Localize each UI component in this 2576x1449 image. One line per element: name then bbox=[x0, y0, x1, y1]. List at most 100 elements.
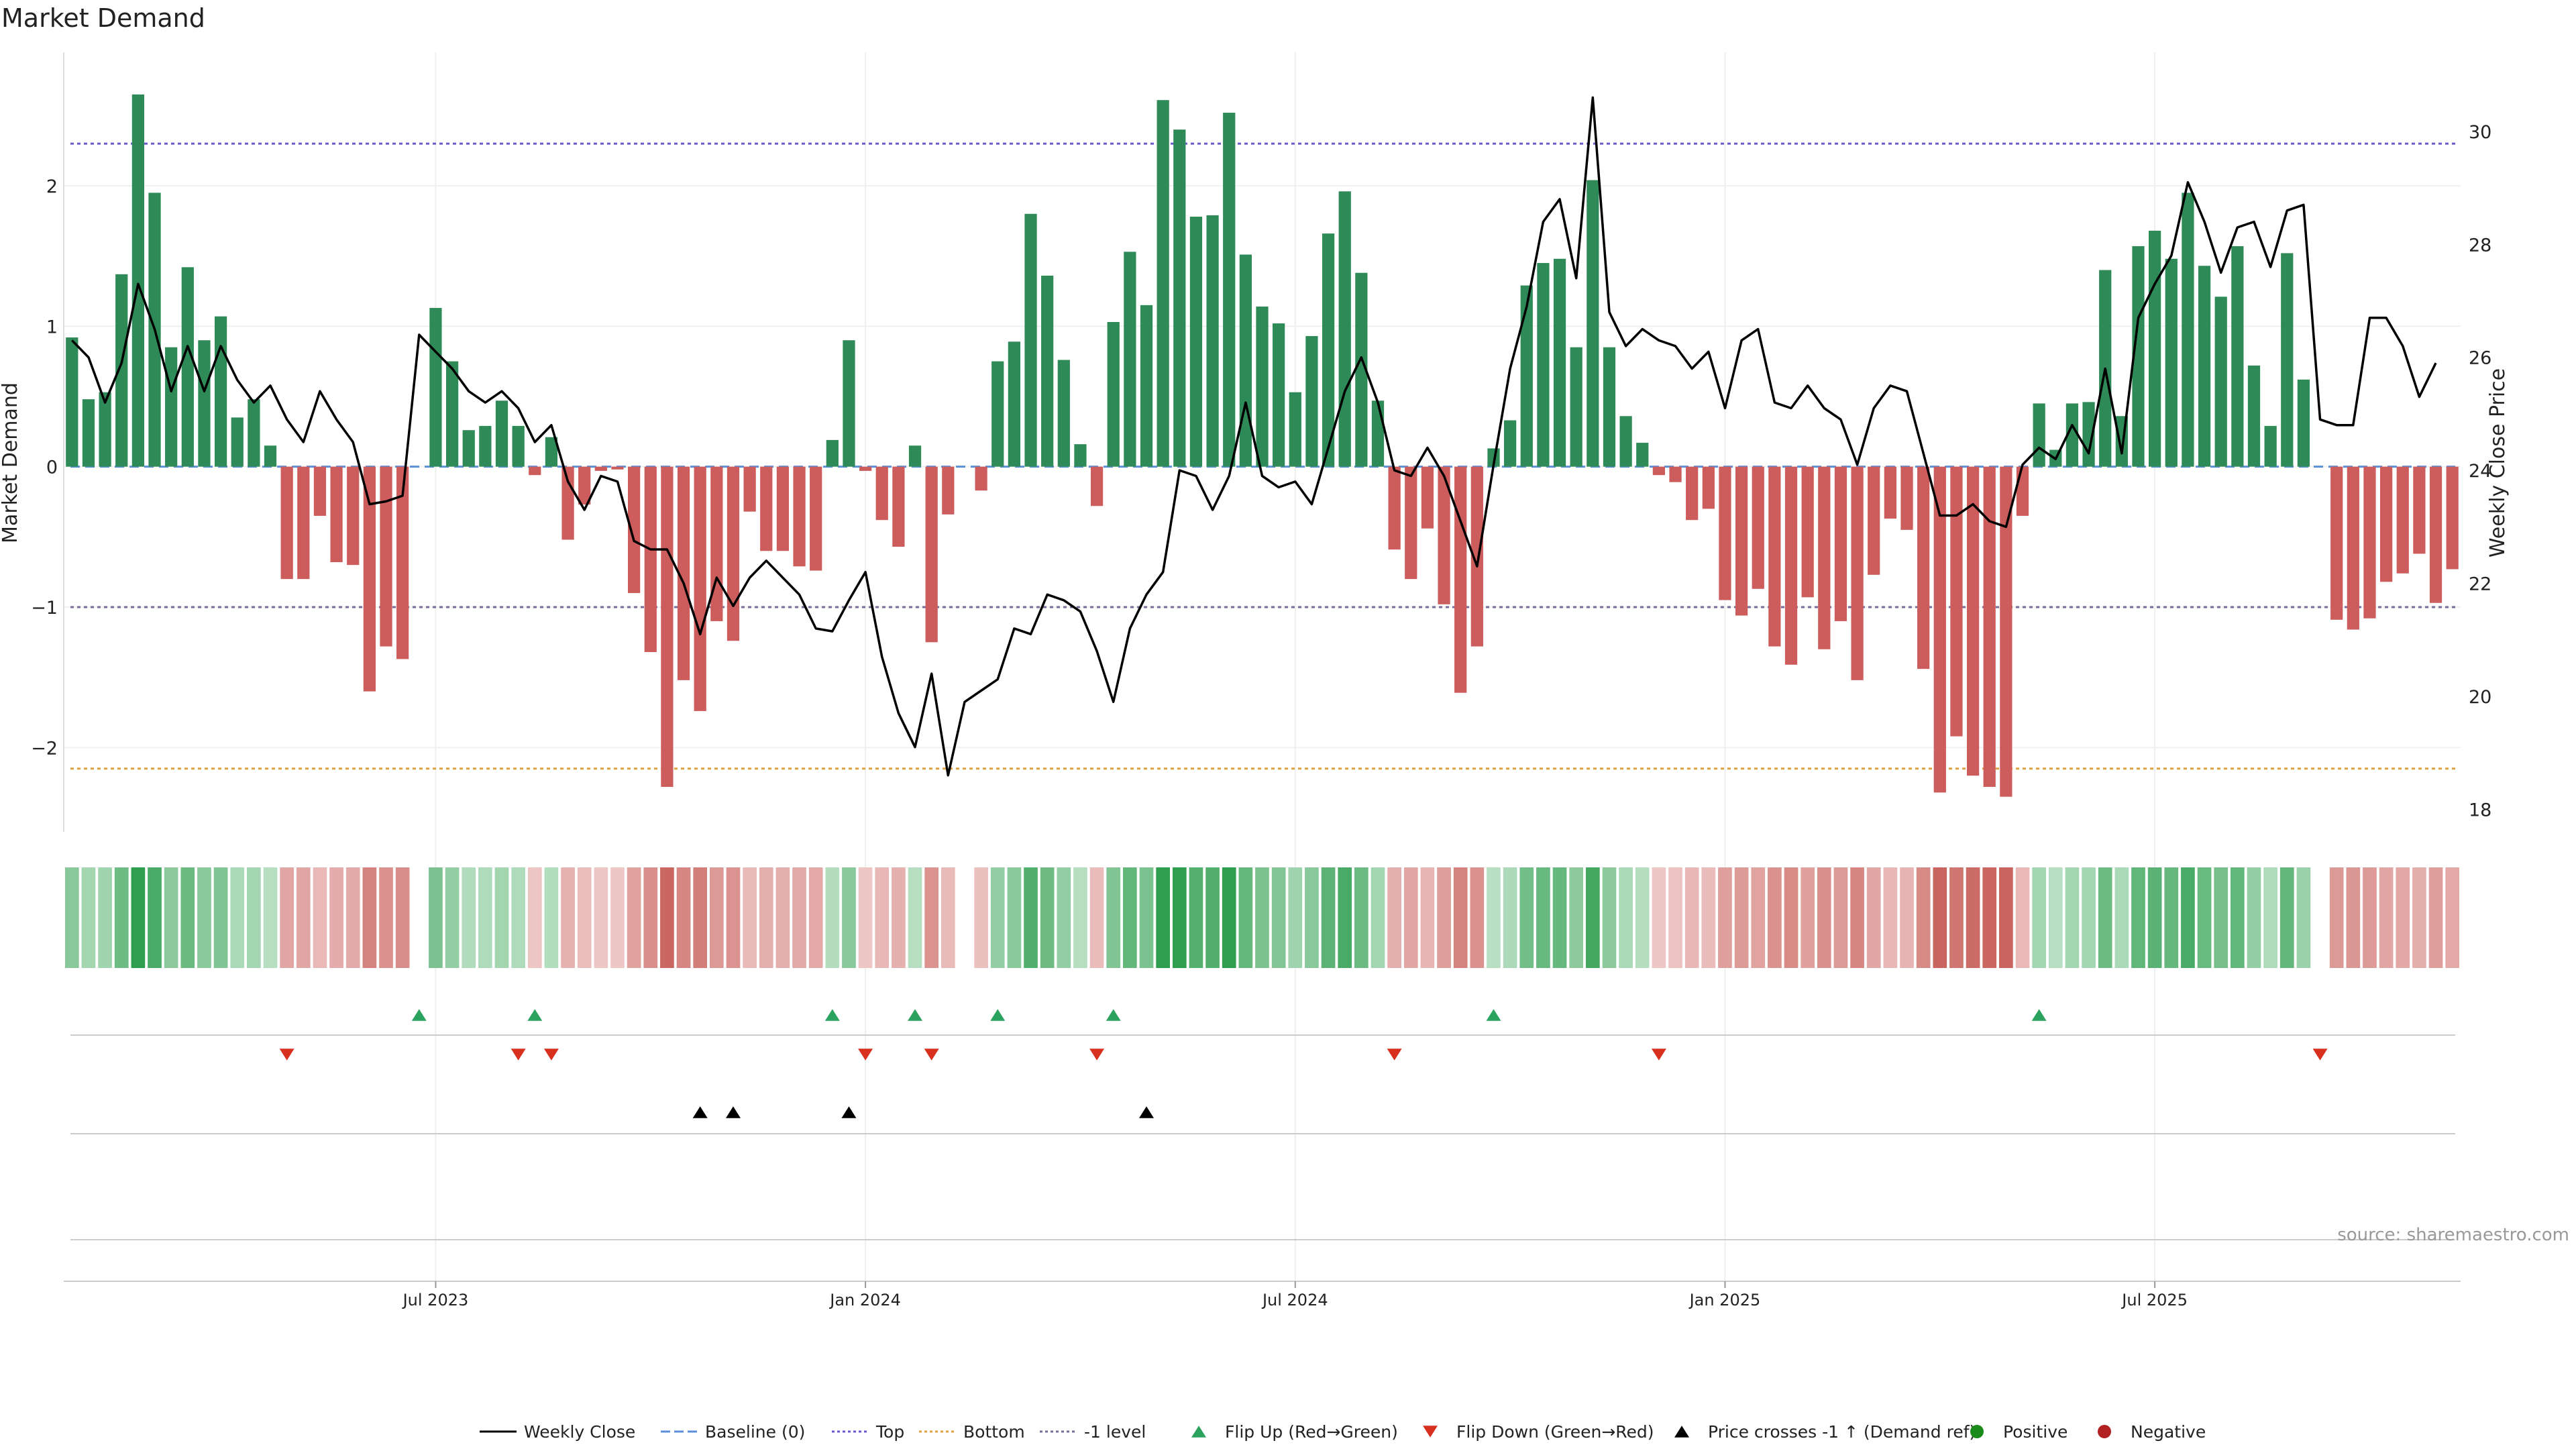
heat-cell-112 bbox=[1916, 867, 1931, 968]
heat-cell-128 bbox=[2181, 867, 2195, 968]
legend-label-weekly-close: Weekly Close bbox=[524, 1422, 635, 1442]
heat-cell-23 bbox=[445, 867, 460, 968]
heat-cell-42 bbox=[759, 867, 773, 968]
flip-down-marker-5 bbox=[1089, 1049, 1105, 1061]
heat-cell-29 bbox=[544, 867, 559, 968]
heat-cell-28 bbox=[527, 867, 542, 968]
demand-bar-134 bbox=[2281, 253, 2294, 467]
heat-cell-105 bbox=[1801, 867, 1815, 968]
heat-cell-36 bbox=[660, 867, 674, 968]
demand-bar-34 bbox=[628, 466, 641, 594]
heat-cell-82 bbox=[1420, 867, 1435, 968]
heat-cell-55 bbox=[974, 867, 988, 968]
legend-label-positive: Positive bbox=[2003, 1422, 2068, 1442]
demand-bar-73 bbox=[1273, 323, 1285, 467]
y2-tick-label-1: 20 bbox=[2469, 687, 2491, 708]
demand-bar-24 bbox=[462, 430, 475, 467]
demand-bar-87 bbox=[1504, 420, 1517, 467]
demand-bar-67 bbox=[1173, 129, 1186, 467]
demand-bar-4 bbox=[131, 94, 145, 467]
demand-bar-96 bbox=[1652, 466, 1666, 476]
heat-cell-123 bbox=[2098, 867, 2112, 968]
y-tick-label-3: 1 bbox=[46, 317, 58, 337]
demand-bar-10 bbox=[231, 417, 244, 467]
price-line-layer bbox=[71, 96, 2437, 777]
heat-cell-33 bbox=[610, 867, 625, 968]
flip-up-marker-2 bbox=[824, 1009, 840, 1021]
heat-cell-134 bbox=[2279, 867, 2294, 968]
demand-bar-112 bbox=[1917, 466, 1930, 669]
heat-cell-37 bbox=[676, 867, 691, 968]
heat-cell-70 bbox=[1222, 867, 1236, 968]
heat-cell-107 bbox=[1833, 867, 1848, 968]
demand-bar-25 bbox=[479, 425, 492, 467]
demand-bar-8 bbox=[198, 340, 211, 467]
flip-down-marker-1 bbox=[511, 1049, 526, 1061]
heat-cell-119 bbox=[2032, 867, 2046, 968]
heat-cell-79 bbox=[1371, 867, 1385, 968]
heat-cell-48 bbox=[858, 867, 873, 968]
demand-bar-28 bbox=[529, 466, 541, 476]
demand-bar-92 bbox=[1587, 180, 1599, 467]
flip-up-marker-1 bbox=[527, 1009, 543, 1021]
heat-cell-43 bbox=[775, 867, 790, 968]
legend: Weekly Close Baseline (0) Top Bottom -1 leve… bbox=[480, 1422, 2206, 1442]
axes-layer: Market Demand Weekly Close Price −2 −1 0 1 2… bbox=[0, 122, 2510, 820]
heat-cell-15 bbox=[313, 867, 327, 968]
heat-cell-35 bbox=[643, 867, 658, 968]
demand-bar-13 bbox=[280, 466, 293, 580]
demand-bar-133 bbox=[2264, 425, 2277, 467]
demand-bar-83 bbox=[1438, 466, 1450, 604]
heat-cell-34 bbox=[627, 867, 641, 968]
y-tick-label-2: 0 bbox=[46, 458, 58, 478]
heat-cell-110 bbox=[1883, 867, 1898, 968]
demand-bar-140 bbox=[2379, 466, 2393, 582]
flip-down-marker-0 bbox=[279, 1049, 294, 1061]
heat-cell-68 bbox=[1189, 867, 1203, 968]
demand-bar-6 bbox=[165, 347, 178, 467]
heat-cell-135 bbox=[2296, 867, 2311, 968]
heat-cell-22 bbox=[429, 867, 443, 968]
demand-bar-107 bbox=[1834, 466, 1847, 621]
demand-bar-49 bbox=[875, 466, 888, 521]
demand-bar-52 bbox=[925, 466, 938, 643]
heat-cell-53 bbox=[941, 867, 955, 968]
y-tick-label-1: −1 bbox=[31, 598, 58, 619]
demand-bar-138 bbox=[2347, 466, 2359, 630]
demand-bar-79 bbox=[1371, 400, 1385, 467]
demand-bar-94 bbox=[1619, 416, 1632, 467]
heat-cell-3 bbox=[114, 867, 129, 968]
demand-bar-33 bbox=[611, 466, 624, 470]
demand-bar-65 bbox=[1140, 305, 1153, 467]
demand-bar-20 bbox=[396, 466, 409, 659]
demand-bar-17 bbox=[347, 466, 360, 566]
demand-bar-47 bbox=[843, 340, 855, 467]
heat-cell-120 bbox=[2048, 867, 2063, 968]
demand-bar-108 bbox=[1851, 466, 1864, 680]
heat-cell-73 bbox=[1271, 867, 1286, 968]
demand-bar-37 bbox=[677, 466, 690, 680]
demand-bar-22 bbox=[429, 308, 442, 467]
heat-cell-89 bbox=[1536, 867, 1550, 968]
heat-cell-93 bbox=[1602, 867, 1617, 968]
legend-label-negative: Negative bbox=[2131, 1422, 2206, 1442]
demand-bar-81 bbox=[1405, 466, 1417, 580]
heat-cell-49 bbox=[875, 867, 890, 968]
demand-bar-126 bbox=[2149, 230, 2161, 467]
demand-bar-104 bbox=[1784, 466, 1798, 665]
demand-bar-53 bbox=[942, 466, 955, 515]
demand-bar-27 bbox=[512, 425, 525, 467]
demand-bar-122 bbox=[2082, 402, 2095, 467]
demand-bar-1 bbox=[82, 399, 95, 467]
legend-swatch-flip-up bbox=[1191, 1426, 1206, 1438]
demand-bar-128 bbox=[2182, 193, 2194, 467]
heat-cell-102 bbox=[1751, 867, 1766, 968]
demand-bar-60 bbox=[1057, 360, 1070, 467]
demand-bar-101 bbox=[1735, 466, 1748, 616]
demand-bar-144 bbox=[2446, 466, 2459, 570]
heat-cell-26 bbox=[494, 867, 509, 968]
demand-bar-23 bbox=[445, 361, 459, 467]
heat-cell-10 bbox=[230, 867, 245, 968]
legend-swatch-flip-down bbox=[1423, 1426, 1438, 1438]
heat-cell-124 bbox=[2114, 867, 2129, 968]
